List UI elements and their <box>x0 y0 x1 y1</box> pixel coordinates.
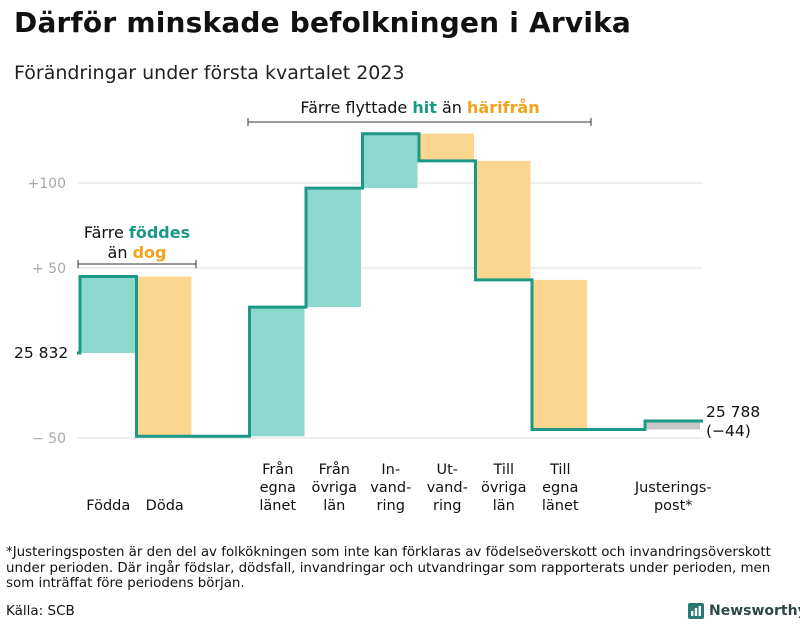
start-value-label: 25 832 <box>14 344 68 362</box>
category-label: vand- <box>370 480 411 496</box>
bar-increase <box>363 133 418 189</box>
y-tick-label: − 50 <box>32 431 66 447</box>
category-label: Justerings- <box>634 480 712 496</box>
category-label: Döda <box>146 498 184 514</box>
category-label: län <box>493 498 515 514</box>
chart-subtitle: Förändringar under första kvartalet 2023 <box>14 62 405 84</box>
category-label: Till <box>549 462 571 478</box>
category-label: In- <box>381 462 400 478</box>
bar-decrease <box>137 276 192 437</box>
category-label: länet <box>542 498 579 514</box>
bar-decrease <box>420 133 474 161</box>
annotation-text-part: än <box>108 243 133 262</box>
category-label: egna <box>260 480 296 496</box>
bar-increase <box>250 307 305 437</box>
bar-decrease <box>476 160 531 280</box>
footnote: *Justeringsposten är den del av folkökni… <box>6 545 771 591</box>
category-label: Födda <box>86 498 130 514</box>
bar-increase <box>307 188 361 308</box>
brand-name: Newsworthy <box>709 603 800 619</box>
waterfall-chart: +100 + 50 − 50 Födda Döda Från egna länet Från öv… <box>14 98 760 514</box>
end-value-label: 25 788 <box>706 403 760 421</box>
category-label: Från <box>262 461 293 478</box>
cumulative-line <box>77 132 703 438</box>
category-label: Ut- <box>436 462 458 478</box>
annotation-text-part: föddes <box>129 223 190 242</box>
category-label: Från <box>319 461 350 478</box>
category-label: länet <box>259 498 296 514</box>
annotation-text-part: dog <box>133 243 167 262</box>
category-label: övriga <box>481 480 527 496</box>
category-label: post* <box>654 498 693 514</box>
category-label: övriga <box>311 480 357 496</box>
annotation-births: Färre föddes <box>84 223 190 242</box>
category-label: ring <box>377 498 405 514</box>
annotation-text-part: Färre <box>84 223 129 242</box>
category-label: ring <box>433 498 461 514</box>
bar-increase <box>81 276 135 353</box>
brand-logo: Newsworthy <box>688 603 800 619</box>
end-change-label: (−44) <box>706 422 751 440</box>
annotation-births: än dog <box>108 243 167 262</box>
annotation-text-part: än <box>437 98 467 117</box>
category-label: län <box>323 498 345 514</box>
y-tick-label: + 50 <box>32 261 66 277</box>
annotation-text-part: Färre flyttade <box>300 98 412 117</box>
category-label: egna <box>542 480 578 496</box>
source-label: Källa: SCB <box>6 603 75 619</box>
bar-adjustment <box>646 421 700 430</box>
chart-title: Därför minskade befolkningen i Arvika <box>14 6 632 39</box>
bar-decrease <box>533 279 587 430</box>
category-label: vand- <box>427 480 468 496</box>
annotation-text-part: hit <box>412 98 437 117</box>
annotation-moves: Färre flyttade hit än härifrån <box>300 98 539 117</box>
y-tick-label: +100 <box>28 176 66 192</box>
annotation-text-part: härifrån <box>467 98 540 117</box>
category-label: Till <box>493 462 515 478</box>
bar-chart-icon <box>688 603 704 619</box>
